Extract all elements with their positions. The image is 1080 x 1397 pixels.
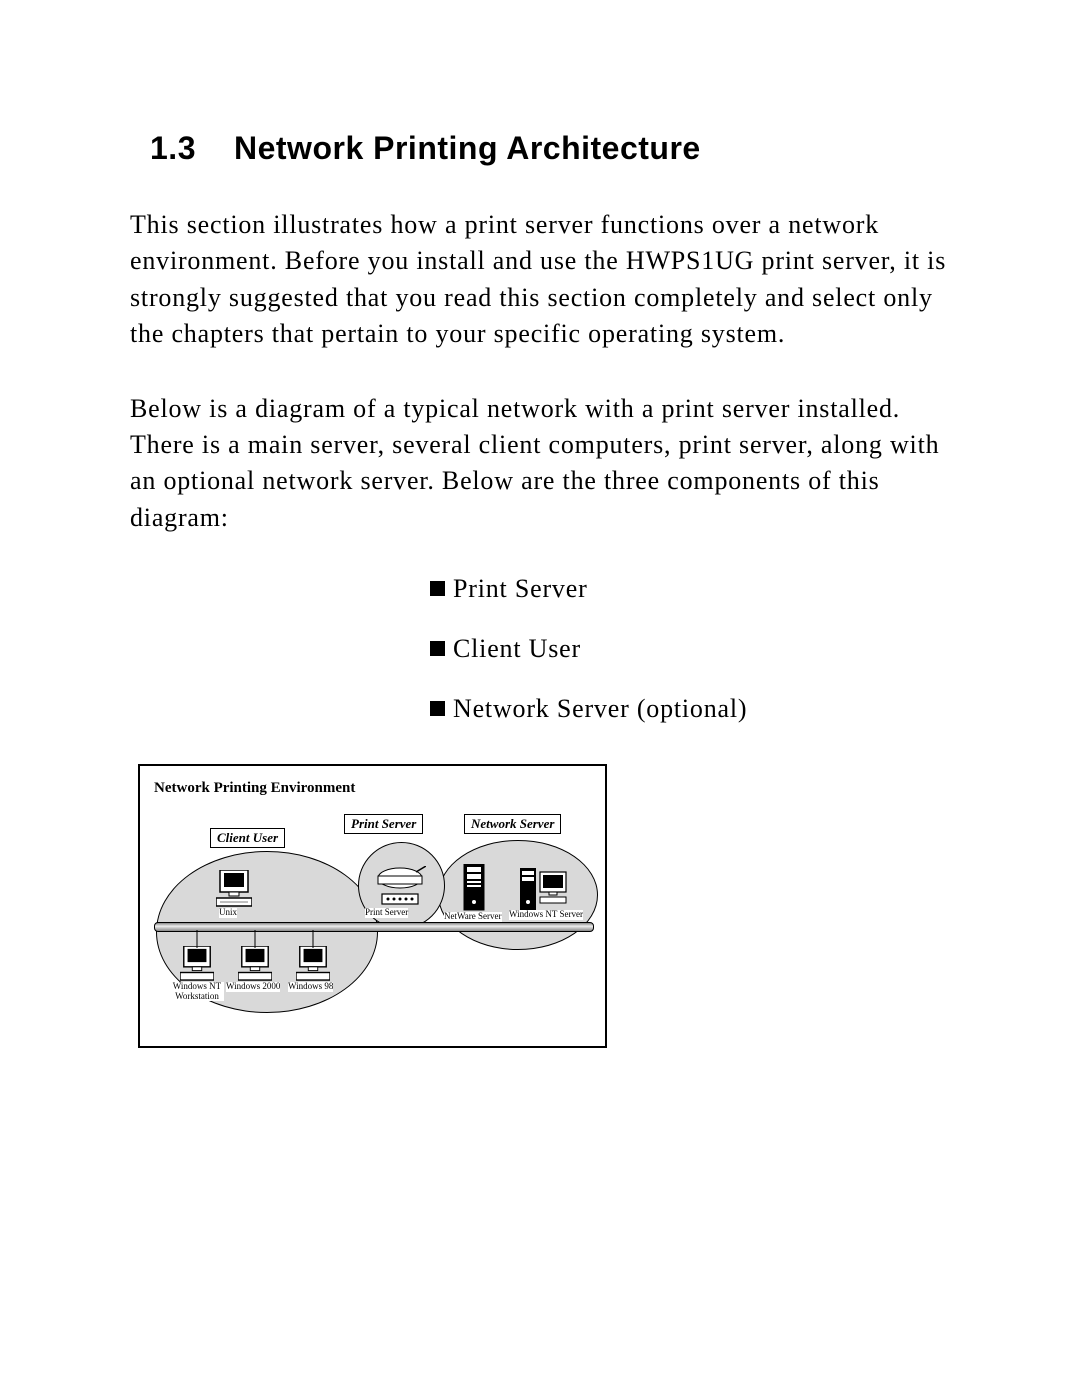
- computer-icon: [216, 870, 252, 908]
- drop-lines: [154, 930, 354, 950]
- node-label-nt-server: Windows NT Server: [509, 910, 583, 919]
- heading-title: Network Printing Architecture: [234, 130, 701, 166]
- server-with-monitor-icon: [518, 864, 568, 912]
- node-label-nt-workstation: Windows NTWorkstation: [170, 982, 224, 1001]
- node-label-win2000: Windows 2000: [226, 982, 280, 991]
- paragraph-2: Below is a diagram of a typical network …: [130, 391, 950, 537]
- bullet-network-server: Network Server (optional): [430, 694, 950, 724]
- group-label-network-server: Network Server: [464, 814, 561, 834]
- bullet-square-icon: [430, 641, 445, 656]
- section-heading: 1.3 Network Printing Architecture: [150, 130, 950, 167]
- computer-icon: [238, 946, 272, 982]
- bullet-list: Print Server Client User Network Server …: [430, 574, 950, 724]
- server-tower-icon: [462, 864, 486, 912]
- bullet-print-server: Print Server: [430, 574, 950, 604]
- diagram-title: Network Printing Environment: [154, 780, 355, 797]
- bullet-client-user: Client User: [430, 634, 950, 664]
- bullet-square-icon: [430, 701, 445, 716]
- computer-icon: [180, 946, 214, 982]
- group-label-print-server: Print Server: [344, 814, 423, 834]
- node-label-netware: NetWare Server: [444, 912, 502, 921]
- node-label-unix: Unix: [219, 908, 237, 917]
- paragraph-1: This section illustrates how a print ser…: [130, 207, 950, 353]
- node-label-win98: Windows 98: [288, 982, 333, 991]
- computer-icon: [296, 946, 330, 982]
- diagram-network-printing-environment: Network Printing Environment Client User…: [138, 764, 607, 1048]
- heading-number: 1.3: [150, 130, 196, 167]
- bullet-square-icon: [430, 581, 445, 596]
- print-server-icon: [368, 866, 426, 908]
- node-label-print-server: Print Server: [365, 908, 408, 917]
- group-label-client-user: Client User: [210, 828, 285, 848]
